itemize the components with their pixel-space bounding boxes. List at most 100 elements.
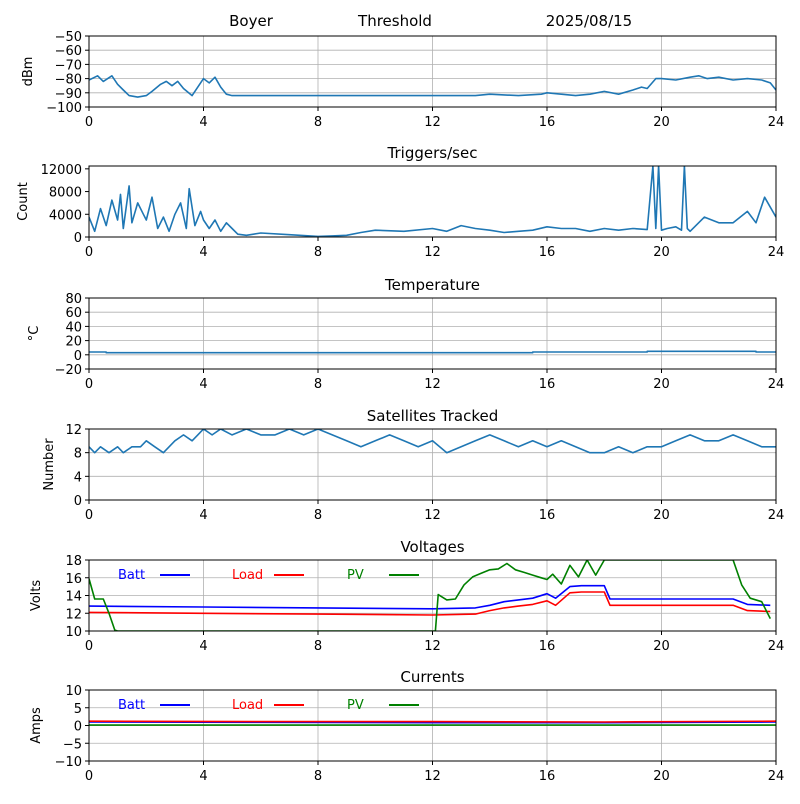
series-line-batt	[89, 584, 771, 610]
x-tick-label: 0	[85, 115, 93, 130]
y-tick-label: 12	[65, 423, 82, 438]
y-tick-label: 12000	[41, 163, 82, 178]
series-line-pv	[89, 560, 772, 631]
y-tick-label: 0	[74, 231, 82, 246]
y-axis-label: Count	[16, 182, 31, 221]
x-tick-label: 4	[199, 245, 207, 260]
x-tick-label: 0	[85, 769, 93, 784]
series-line-1	[89, 429, 776, 454]
x-tick-label: 8	[314, 245, 322, 260]
x-tick-label: 12	[424, 377, 441, 392]
series-line-load	[89, 720, 776, 723]
header-station: Boyer	[229, 12, 274, 30]
legend-label-load: Load	[232, 698, 263, 713]
y-tick-label: 18	[65, 554, 82, 569]
x-tick-label: 4	[199, 639, 207, 654]
x-tick-label: 20	[653, 245, 670, 260]
x-tick-label: 16	[539, 245, 556, 260]
panel-title: Voltages	[400, 538, 464, 556]
y-tick-label: −60	[55, 44, 82, 59]
x-tick-label: 16	[539, 377, 556, 392]
chart-panel-4: 0 4 8 12 16 20 24 0 4 8 12 Satellites Tracked Number	[42, 407, 784, 523]
y-tick-label: 80	[65, 292, 82, 307]
y-tick-label: 16	[65, 572, 82, 587]
x-tick-label: 24	[768, 769, 785, 784]
x-tick-label: 4	[199, 769, 207, 784]
x-tick-label: 12	[424, 508, 441, 523]
chart-panel-2: 0 4 8 12 16 20 24 0 4000 8000 12000 Triggers/sec Cou…	[16, 144, 784, 260]
y-tick-label: 14	[65, 590, 82, 605]
x-tick-label: 16	[539, 508, 556, 523]
x-tick-label: 20	[653, 377, 670, 392]
x-tick-label: 8	[314, 769, 322, 784]
x-tick-label: 0	[85, 639, 93, 654]
y-tick-label: 0	[74, 494, 82, 509]
y-axis-label: Amps	[29, 707, 44, 744]
y-tick-label: −70	[55, 58, 82, 73]
y-axis-label: Volts	[29, 580, 44, 612]
series-line-1	[89, 166, 776, 237]
x-tick-label: 0	[85, 245, 93, 260]
legend-label-batt: Batt	[118, 568, 145, 583]
header-date: 2025/08/15	[546, 12, 632, 30]
y-tick-label: −5	[63, 737, 82, 752]
y-tick-label: 0	[74, 349, 82, 364]
y-tick-label: −90	[55, 87, 82, 102]
header-mode: Threshold	[357, 12, 432, 30]
y-axis-label: dBm	[21, 57, 36, 87]
panel-title: Temperature	[384, 276, 480, 294]
series-line-1	[89, 350, 776, 354]
x-tick-label: 4	[199, 377, 207, 392]
x-tick-label: 8	[314, 508, 322, 523]
y-tick-label: 60	[65, 306, 82, 321]
x-tick-label: 12	[424, 245, 441, 260]
y-tick-label: 4000	[49, 208, 82, 223]
chart-panel-1: 0 4 8 12 16 20 24 −100−90−80−70−60−50 dBm	[21, 30, 784, 130]
y-tick-label: 10	[65, 684, 82, 699]
x-tick-label: 24	[768, 115, 785, 130]
panel-title: Satellites Tracked	[367, 407, 498, 425]
x-tick-label: 12	[424, 769, 441, 784]
legend-label-pv: PV	[347, 698, 364, 713]
y-tick-label: 40	[65, 320, 82, 335]
y-tick-label: 5	[74, 702, 82, 717]
x-tick-label: 24	[768, 508, 785, 523]
x-tick-label: 0	[85, 508, 93, 523]
chart-panel-5: 0 4 8 12 16 20 24 10 12 14 16 18 Voltages Volts Batt Lo…	[29, 538, 784, 654]
y-tick-label: −10	[55, 755, 82, 770]
x-tick-label: 24	[768, 377, 785, 392]
y-tick-label: −100	[46, 101, 82, 116]
x-tick-label: 12	[424, 639, 441, 654]
panel-title: Triggers/sec	[387, 144, 478, 162]
y-tick-label: 8000	[49, 186, 82, 201]
series-line-1	[89, 75, 776, 98]
y-tick-label: 0	[74, 720, 82, 735]
y-tick-label: 20	[65, 335, 82, 350]
x-tick-label: 16	[539, 115, 556, 130]
x-tick-label: 24	[768, 245, 785, 260]
x-tick-label: 16	[539, 639, 556, 654]
legend-label-batt: Batt	[118, 698, 145, 713]
y-tick-label: −80	[55, 73, 82, 88]
x-tick-label: 20	[653, 639, 670, 654]
panel-title: Currents	[400, 668, 464, 686]
x-tick-label: 20	[653, 769, 670, 784]
y-tick-label: −20	[55, 363, 82, 378]
series-line-load	[89, 591, 771, 616]
x-tick-label: 4	[199, 115, 207, 130]
x-tick-label: 20	[653, 508, 670, 523]
x-tick-label: 8	[314, 639, 322, 654]
x-tick-label: 24	[768, 639, 785, 654]
chart-panel-6: 0 4 8 12 16 20 24 −10 −5 0 5 10 Currents Amps Batt Load…	[29, 668, 784, 784]
y-tick-label: 4	[74, 470, 82, 485]
x-tick-label: 8	[314, 115, 322, 130]
y-axis-label: °C	[27, 326, 42, 342]
legend-label-load: Load	[232, 568, 263, 583]
y-tick-label: 8	[74, 447, 82, 462]
x-tick-label: 12	[424, 115, 441, 130]
y-tick-label: 12	[65, 607, 82, 622]
y-axis-label: Number	[42, 438, 57, 491]
x-tick-label: 4	[199, 508, 207, 523]
